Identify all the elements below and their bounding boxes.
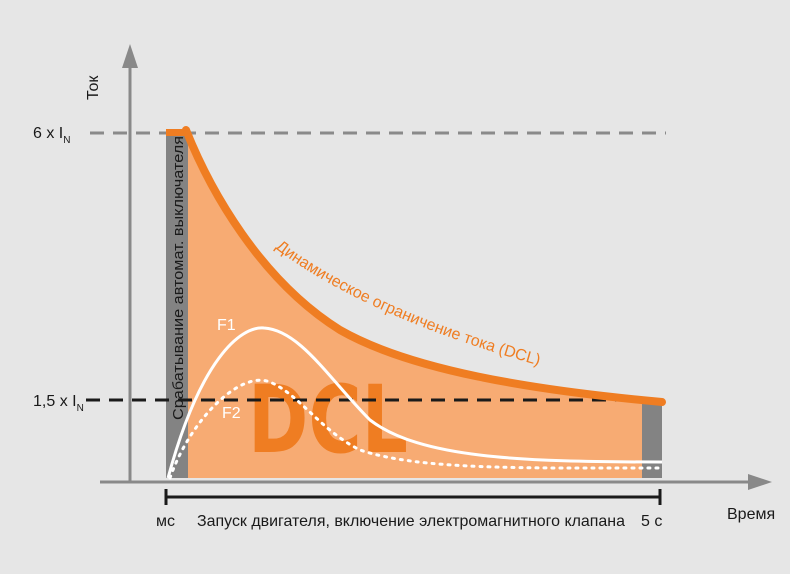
- f1-label: F1: [217, 317, 236, 334]
- f1-curve: [166, 326, 663, 479]
- breaker-trip-label: Срабатывание автомат. выключателя: [170, 136, 187, 420]
- y-axis-label: Ток: [85, 75, 102, 100]
- breaker-trip-bar: [166, 130, 188, 478]
- time-start-label: мс: [156, 513, 175, 530]
- dcl-curve-cap: [166, 129, 188, 136]
- time-scale-description: Запуск двигателя, включение электромагни…: [197, 513, 625, 530]
- x-axis-arrow-icon: [748, 474, 772, 490]
- end-bar: [642, 400, 662, 478]
- f2-label: F2: [222, 405, 241, 422]
- level-1-5x-label: 1,5 x IN: [33, 393, 84, 414]
- x-axis-label: Время: [727, 506, 775, 523]
- y-axis-arrow-icon: [122, 44, 138, 68]
- time-end-label: 5 с: [641, 513, 662, 530]
- f2-curve: [168, 378, 664, 480]
- level-6x-label: 6 x IN: [33, 125, 70, 146]
- dcl-curve: [182, 126, 666, 406]
